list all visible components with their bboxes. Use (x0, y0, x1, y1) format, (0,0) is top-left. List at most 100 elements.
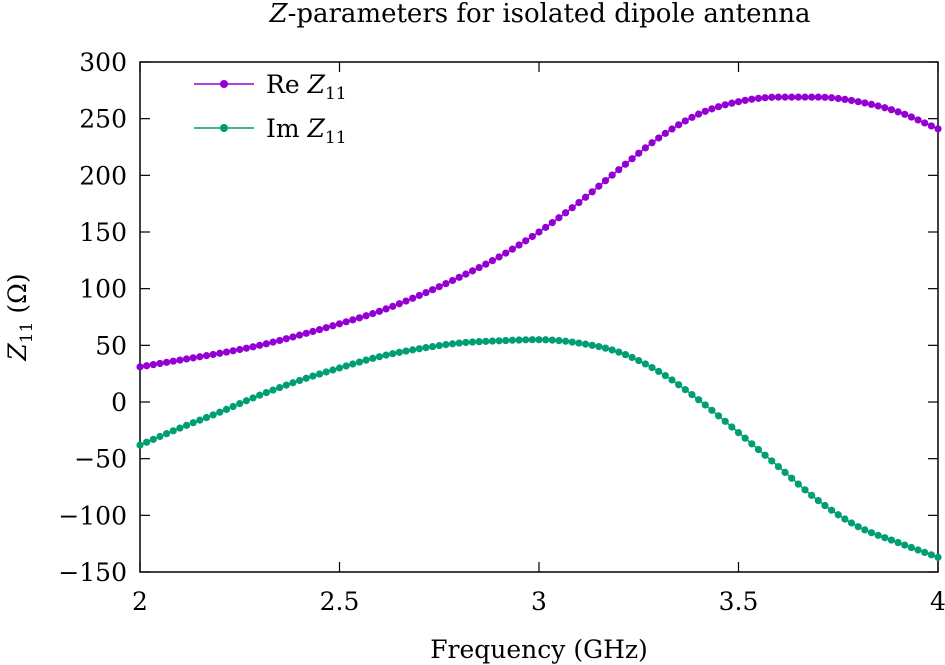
series-im-z11-point (881, 534, 889, 542)
series-im-z11-point (754, 445, 763, 454)
series-im-z11-point (788, 474, 796, 482)
series-im-z11-point (887, 536, 896, 544)
series-im-z11-point (728, 423, 736, 431)
series-re-z11-point (296, 331, 304, 339)
series-re-z11-point (362, 312, 370, 320)
series-re-z11-point (834, 94, 842, 103)
series-im-z11-point (256, 391, 264, 399)
series-re-z11-point (369, 310, 377, 318)
series-re-z11-point (429, 286, 437, 294)
series-re-z11-point (309, 327, 317, 336)
x-tick-label: 3.5 (719, 587, 759, 616)
series-re-z11-point (841, 95, 849, 103)
series-im-z11-point (222, 405, 231, 414)
series-im-z11-point (781, 468, 789, 476)
series-im-z11-point (375, 353, 383, 361)
legend-entry-im-z11: Im Z11 (194, 114, 347, 148)
series-im-z11-point (216, 408, 224, 416)
series-im-z11-point (169, 427, 177, 435)
series-re-z11-point (355, 314, 364, 322)
series-re-z11-point (276, 336, 284, 345)
series-im-z11-point (681, 386, 689, 394)
series-re-z11-point (169, 357, 177, 365)
series-re-z11-point (149, 361, 157, 369)
y-tick-label: −50 (74, 445, 127, 474)
series-im-z11-point (741, 434, 749, 442)
series-im-z11-point (801, 486, 809, 494)
series-re-z11-point (801, 93, 809, 101)
series-im-z11-point (362, 356, 370, 364)
series-im-z11-point (495, 337, 503, 345)
series-im-z11-point (834, 511, 842, 519)
series-im-z11-point (821, 501, 829, 510)
series-re-z11-point (163, 358, 171, 366)
series-re-z11-point (322, 324, 330, 332)
series-re-z11-point (542, 223, 550, 231)
series-re-z11-point (688, 113, 696, 121)
series-re-z11-point (695, 110, 703, 118)
series-re-z11-point (402, 297, 410, 305)
legend-label-im-z11: Im Z11 (266, 114, 347, 148)
series-im-z11-point (136, 441, 144, 449)
series-re-z11-point (143, 362, 151, 370)
series-im-z11-point (176, 424, 184, 432)
series-re-z11-point (681, 117, 689, 125)
series-im-z11-point (143, 438, 151, 446)
series-im-z11-point (921, 548, 929, 557)
series-re-z11-point (242, 344, 250, 352)
series-im-z11-point (448, 340, 457, 348)
series-re-z11-point (921, 119, 929, 127)
series-im-z11-point (542, 336, 550, 344)
series-im-z11-point (488, 337, 497, 345)
series-im-z11-point (315, 370, 324, 378)
x-tick-label: 4 (930, 587, 945, 616)
series-re-z11-point (635, 149, 643, 157)
series-im-z11-point (562, 337, 570, 345)
x-axis-ticks: 2 2.5 3 3.5 4 (132, 62, 945, 616)
series-im-z11-point (675, 381, 683, 389)
series-im-z11-point (655, 367, 663, 375)
series-re-z11-point (389, 302, 397, 310)
series-re-z11-point (628, 155, 636, 163)
series-re-z11-point (714, 103, 723, 111)
series-im-z11-point (269, 386, 277, 394)
series-re-z11-point (641, 144, 650, 152)
y-axis-ticks: −150 −100 −50 0 50 100 150 200 250 300 (58, 48, 938, 587)
y-tick-label: 0 (111, 388, 127, 417)
series-im-z11-point (296, 376, 304, 385)
series-im-z11-point (429, 342, 437, 351)
series-im-z11-point (894, 538, 902, 547)
series-im-z11 (136, 336, 942, 561)
series-re-z11-point (808, 93, 816, 101)
series-im-z11-point (409, 346, 417, 354)
series-re-z11-point (562, 209, 570, 217)
series-im-z11-point (482, 337, 490, 345)
series-re-z11-point (894, 108, 902, 116)
series-re-z11-point (289, 333, 297, 341)
series-re-z11-point (661, 129, 669, 137)
series-re-z11-point (768, 93, 776, 101)
series-im-z11-point (402, 347, 410, 355)
series-re-z11-point (648, 139, 656, 147)
series-im-z11-point (209, 411, 217, 419)
series-re-z11-point (329, 322, 337, 330)
series-im-z11-point (874, 531, 882, 539)
series-im-z11-point (701, 401, 709, 409)
series-re-z11-point (435, 283, 443, 291)
series-im-z11-point (914, 546, 922, 554)
y-tick-label: 150 (79, 218, 127, 247)
series-im-z11-point (828, 506, 836, 514)
series-im-z11-point (502, 336, 510, 345)
series-re-z11-point (741, 96, 749, 104)
series-re-z11-point (847, 96, 856, 105)
series-re-z11-point (335, 320, 344, 328)
series-im-z11-point (927, 551, 935, 559)
series-re-z11-point (901, 110, 909, 118)
series-re-z11-point (395, 300, 403, 308)
series-im-z11-point (468, 338, 477, 346)
plot-frame (139, 61, 939, 573)
series-re-z11-point (728, 99, 736, 107)
series-re-z11-point (455, 273, 463, 281)
series-re-z11-point (568, 204, 576, 212)
